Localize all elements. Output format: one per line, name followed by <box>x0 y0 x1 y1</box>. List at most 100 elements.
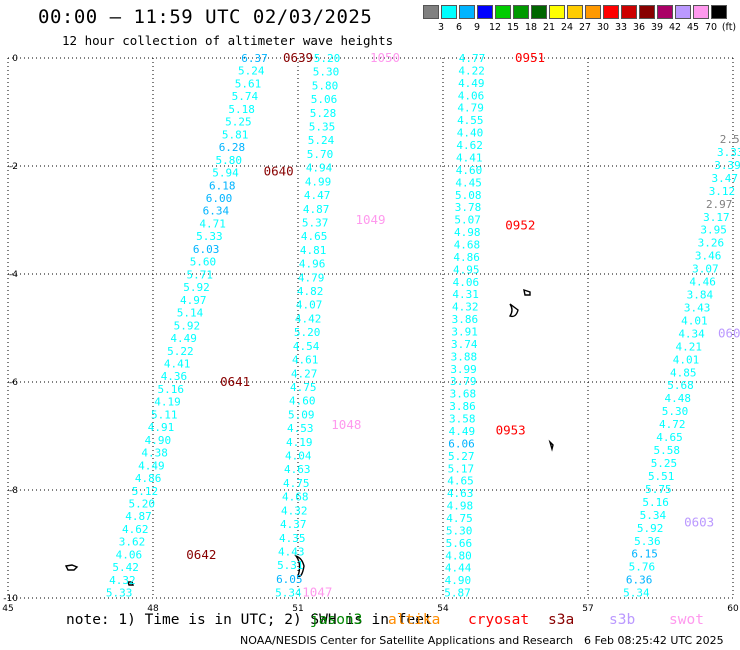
swh-value-swot: 4.94 <box>306 162 333 175</box>
swh-value-swot: 4.54 <box>293 340 320 353</box>
time-label-swot: 1049 <box>355 212 385 227</box>
swh-value-s3a: 4.38 <box>141 447 168 460</box>
time-label-s3a: 0639 <box>283 50 313 65</box>
x-tick-label: 51 <box>292 604 303 614</box>
swh-value-cryosat: 3.91 <box>451 326 478 339</box>
swh-value-s3a: 5.61 <box>235 77 262 90</box>
swh-value-s3a: 4.49 <box>138 459 165 472</box>
swh-value-cryosat: 5.30 <box>446 524 473 537</box>
swh-value-cryosat: 5.27 <box>448 450 475 463</box>
swh-value-s3b: 4.65 <box>656 431 683 444</box>
x-tick-label: 48 <box>147 604 159 614</box>
colorbar-swatch <box>459 5 475 19</box>
land-outline <box>523 288 531 296</box>
colorbar-label: 27 <box>578 22 592 33</box>
land-outline <box>294 554 305 577</box>
swh-value-s3a: 5.94 <box>212 167 239 180</box>
swh-value-swot: 4.35 <box>279 532 306 545</box>
swh-value-s3a: 4.71 <box>199 217 226 230</box>
swh-value-s3a: 4.06 <box>116 548 143 561</box>
swh-value-cryosat: 4.98 <box>447 500 474 513</box>
swh-value-cryosat: 4.63 <box>447 487 474 500</box>
swh-value-swot: 4.43 <box>278 545 305 558</box>
colorbar-label: 24 <box>560 22 574 33</box>
swh-value-s3a: 4.19 <box>154 396 181 409</box>
swh-value-swot: 4.81 <box>300 244 327 257</box>
x-tick-label: 57 <box>582 604 593 614</box>
swh-value-cryosat: 5.07 <box>454 214 481 227</box>
colorbar-swatch <box>477 5 493 19</box>
swh-value-cryosat: 3.68 <box>450 388 477 401</box>
swh-value-s3a: 6.18 <box>209 179 236 192</box>
swh-value-s3a: 5.12 <box>132 485 159 498</box>
swh-value-swot: 5.34 <box>275 587 302 600</box>
swh-value-swot: 4.19 <box>286 436 313 449</box>
colorbar-label: 12 <box>488 22 502 33</box>
time-label-cryosat: 0951 <box>515 50 545 65</box>
swh-value-s3a: 5.20 <box>128 498 155 511</box>
land-outline <box>127 581 134 586</box>
swh-value-swot: 4.65 <box>301 230 328 243</box>
swh-value-s3b: 5.68 <box>667 379 694 392</box>
swh-value-s3a: 4.86 <box>135 472 162 485</box>
swh-value-s3a: 4.49 <box>170 332 197 345</box>
swh-value-swot: 5.20 <box>294 326 321 339</box>
swh-value-s3a: 4.97 <box>180 294 207 307</box>
x-tick-label: 60 <box>727 604 739 614</box>
swh-value-swot: 4.75 <box>290 381 317 394</box>
swh-value-s3a: 5.25 <box>225 116 252 129</box>
swh-value-s3b: 3.84 <box>687 289 714 302</box>
swh-value-s3a: 5.92 <box>174 319 201 332</box>
colorbar-label: 70 <box>704 22 718 33</box>
colorbar-label: 18 <box>524 22 538 33</box>
swh-value-swot: 4.68 <box>282 491 309 504</box>
swh-value-swot: 4.61 <box>292 354 319 367</box>
swh-value-cryosat: 4.90 <box>445 574 472 587</box>
swh-value-cryosat: 4.55 <box>457 114 484 127</box>
swh-value-swot: 4.37 <box>280 518 307 531</box>
time-label-swot: 1050 <box>370 50 400 65</box>
swh-value-s3a: 5.24 <box>238 65 265 78</box>
colorbar-swatch <box>513 5 529 19</box>
swh-value-s3b: 5.75 <box>645 483 672 496</box>
swh-value-s3b: 4.48 <box>665 392 692 405</box>
swh-value-cryosat: 3.79 <box>450 375 477 388</box>
swh-value-swot: 5.06 <box>311 93 338 106</box>
swh-value-s3b: 3.39 <box>714 159 740 172</box>
land-outline <box>548 439 554 452</box>
swh-value-s3a: 6.37 <box>241 52 268 65</box>
colorbar-swatch <box>639 5 655 19</box>
swh-value-s3b: 4.01 <box>673 353 700 366</box>
satellite-label-s3b: s3b <box>609 612 636 628</box>
swh-value-cryosat: 4.06 <box>453 276 480 289</box>
swh-value-swot: 4.07 <box>296 299 323 312</box>
swh-value-cryosat: 5.08 <box>455 189 482 202</box>
satellite-label-jason3: jason3 <box>310 612 363 628</box>
swh-value-swot: 5.24 <box>308 134 335 147</box>
colorbar-label: 45 <box>686 22 700 33</box>
swh-value-s3b: 4.72 <box>659 418 686 431</box>
swh-value-cryosat: 4.45 <box>455 176 482 189</box>
y-tick-label: -2 <box>9 162 18 172</box>
swh-value-cryosat: 4.49 <box>458 77 485 90</box>
swh-value-cryosat: 4.68 <box>454 238 481 251</box>
colorbar-label: 21 <box>542 22 556 33</box>
swh-value-cryosat: 5.87 <box>444 587 471 600</box>
swh-value-s3b: 3.33 <box>717 146 740 159</box>
colorbar-swatch <box>441 5 457 19</box>
swh-value-s3b: 4.85 <box>670 366 697 379</box>
time-label-swot: 1047 <box>302 585 332 600</box>
swh-value-cryosat: 4.86 <box>453 251 480 264</box>
colorbar-swatch <box>693 5 709 19</box>
swh-value-s3b: 6.15 <box>631 548 658 561</box>
swh-value-cryosat: 3.99 <box>450 363 477 376</box>
colorbar-swatch <box>549 5 565 19</box>
generated-timestamp: 6 Feb 08:25:42 UTC 2025 <box>584 634 724 647</box>
swh-value-s3a: 6.34 <box>203 205 230 218</box>
swh-value-s3b: 4.21 <box>676 340 703 353</box>
colorbar-swatch <box>585 5 601 19</box>
swh-value-s3b: 3.95 <box>700 224 727 237</box>
swh-value-swot: 5.28 <box>310 107 337 120</box>
swh-value-s3b: 4.34 <box>678 327 705 340</box>
colorbar-label: 36 <box>632 22 646 33</box>
